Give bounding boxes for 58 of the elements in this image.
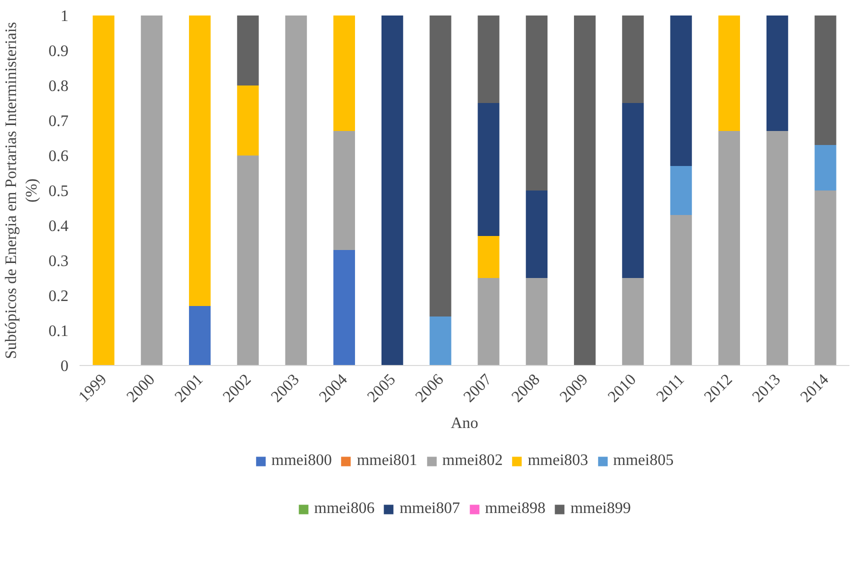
- bar: [814, 16, 836, 145]
- y-tick-label: 0: [60, 358, 68, 375]
- y-axis-title: Subtópicos de Energia em Portarias Interministeriais (%): [3, 22, 40, 359]
- x-tick-label: 2011: [654, 371, 688, 406]
- bar: [140, 16, 163, 366]
- y-tick-label: 0.2: [48, 288, 68, 305]
- bar: [478, 103, 500, 236]
- y-tick-label: 0.7: [48, 113, 68, 130]
- legend-label: mmei802: [442, 452, 503, 470]
- bar: [237, 156, 259, 366]
- bar: [478, 278, 500, 366]
- x-axis-title: Ano: [450, 414, 478, 432]
- bar: [622, 16, 644, 103]
- y-tick-label: 1: [60, 8, 68, 25]
- bar: [237, 16, 259, 86]
- y-tick-label: 0.8: [48, 78, 68, 95]
- y-tick-label: 0.5: [48, 183, 68, 200]
- bar: [526, 16, 548, 190]
- bar: [766, 131, 788, 366]
- bar: [92, 16, 114, 366]
- bar: [670, 166, 692, 215]
- bar: [333, 250, 356, 366]
- legend-label: mmei800: [271, 452, 332, 470]
- bar: [430, 316, 452, 366]
- bar: [622, 278, 644, 366]
- bar: [188, 16, 211, 306]
- bar: [718, 16, 740, 131]
- bar: [670, 16, 692, 166]
- bar: [478, 236, 500, 278]
- bar: [766, 16, 788, 131]
- legend-label: mmei801: [356, 452, 418, 470]
- bar: [430, 16, 452, 316]
- y-tick-label: 0.3: [48, 253, 68, 270]
- bar: [526, 278, 548, 366]
- legend-label: mmei899: [570, 500, 631, 518]
- bar: [478, 16, 500, 103]
- bar: [814, 145, 836, 190]
- y-tick-label: 0.4: [48, 218, 68, 235]
- legend-label: mmei806: [314, 500, 375, 518]
- legend-label: mmei803: [528, 452, 588, 470]
- bar: [333, 16, 356, 131]
- bar: [188, 306, 211, 366]
- y-tick-label: 0.6: [48, 148, 68, 165]
- bar: [814, 190, 836, 366]
- legend-label: mmei898: [485, 500, 546, 518]
- bar: [285, 16, 307, 366]
- bar: [622, 103, 644, 278]
- bar: [670, 215, 692, 366]
- bar: [381, 16, 404, 366]
- bar: [333, 131, 356, 250]
- bar: [526, 190, 548, 278]
- y-tick-label: 0.9: [48, 43, 68, 60]
- bar: [574, 16, 596, 366]
- bar: [718, 131, 740, 366]
- y-tick-label: 0.1: [48, 323, 68, 340]
- bar: [237, 86, 259, 156]
- legend-label: mmei805: [613, 452, 674, 470]
- legend-label: mmei807: [400, 500, 460, 518]
